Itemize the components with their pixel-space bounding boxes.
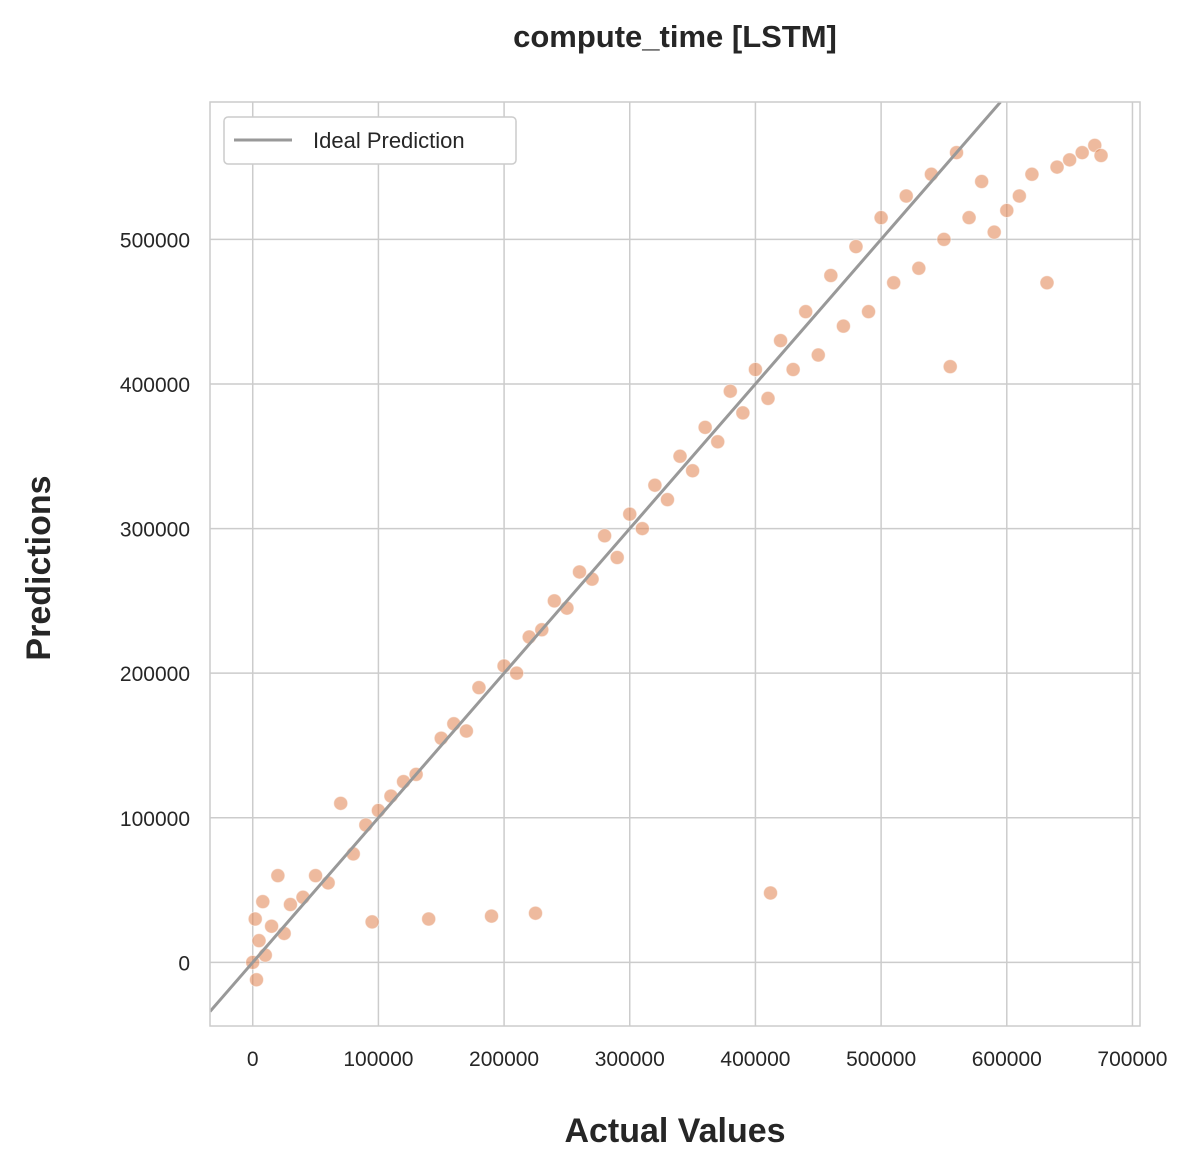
scatter-point — [861, 304, 877, 320]
scatter-point — [528, 905, 543, 921]
scatter-point — [659, 492, 675, 508]
scatter-point — [911, 260, 927, 276]
y-tick-label: 200000 — [120, 663, 190, 686]
scatter-point — [251, 933, 267, 949]
scatter-point — [798, 304, 814, 320]
scatter-point — [1024, 166, 1040, 182]
scatter-point — [609, 549, 625, 565]
scatter-point — [974, 174, 990, 190]
scatter-point — [1011, 188, 1027, 204]
scatter-point — [986, 224, 1002, 240]
scatter-point — [942, 359, 958, 375]
scatter-point — [1074, 145, 1090, 161]
scatter-point — [710, 434, 726, 450]
ideal-prediction-line — [210, 102, 1002, 1013]
scatter-point — [1049, 159, 1065, 175]
scatter-point — [634, 521, 650, 537]
scatter-point — [622, 506, 638, 522]
x-tick-label: 0 — [247, 1048, 259, 1071]
scatter-point — [810, 347, 826, 363]
scatter-point — [270, 868, 286, 884]
scatter-point — [685, 463, 701, 479]
scatter-point — [364, 914, 380, 930]
scatter-point — [672, 448, 688, 464]
scatter-point — [471, 680, 487, 696]
legend: Ideal Prediction — [223, 116, 517, 165]
scatter-point — [546, 593, 562, 609]
scatter-point — [823, 268, 839, 284]
scatter-point — [747, 362, 763, 378]
grid — [210, 102, 1140, 1026]
scatter-point — [647, 477, 663, 493]
scatter-point — [735, 405, 751, 421]
scatter-point — [760, 390, 776, 406]
scatter-point — [247, 911, 263, 927]
scatter-point — [255, 894, 271, 910]
scatter-point — [282, 897, 298, 913]
scatter-point — [873, 210, 889, 226]
scatter-point — [597, 528, 613, 544]
x-tick-label: 300000 — [595, 1048, 665, 1071]
scatter-point — [886, 275, 902, 291]
legend-label: Ideal Prediction — [313, 128, 465, 153]
scatter-point — [571, 564, 587, 580]
y-tick-labels: 0 100000 200000 300000 400000 500000 — [120, 229, 190, 975]
scatter-point — [697, 419, 713, 435]
chart-title: compute_time [LSTM] — [513, 19, 837, 54]
plot-frame — [209, 101, 1141, 1027]
scatter-point — [1062, 152, 1078, 168]
x-axis-label: Actual Values — [564, 1112, 785, 1150]
x-tick-labels: 0 100000 200000 300000 400000 500000 600000 700… — [247, 1048, 1168, 1071]
scatter-point — [961, 210, 977, 226]
scatter-point — [936, 231, 952, 247]
y-tick-label: 500000 — [120, 229, 190, 252]
scatter-points — [245, 137, 1109, 988]
ideal-line-group — [210, 102, 1002, 1013]
y-tick-label: 300000 — [120, 519, 190, 542]
x-tick-label: 500000 — [846, 1048, 916, 1071]
scatter-point — [421, 911, 437, 927]
scatter-point — [835, 318, 851, 334]
scatter-point — [848, 239, 864, 255]
scatter-point — [484, 908, 500, 924]
scatter-point — [898, 188, 914, 204]
y-tick-label: 0 — [178, 952, 190, 975]
y-axis-label: Predictions — [20, 475, 58, 660]
y-tick-label: 400000 — [120, 374, 190, 397]
scatter-point — [333, 795, 349, 811]
x-tick-label: 200000 — [469, 1048, 539, 1071]
x-tick-label: 700000 — [1097, 1048, 1167, 1071]
scatter-point — [773, 333, 789, 349]
scatter-point — [249, 972, 264, 988]
scatter-point — [763, 885, 779, 901]
scatter-point — [308, 868, 324, 884]
scatter-point — [458, 723, 474, 739]
legend-box — [223, 116, 517, 165]
scatter-point — [999, 202, 1015, 218]
scatter-point — [509, 665, 525, 681]
scatter-point — [264, 918, 280, 934]
x-tick-label: 100000 — [343, 1048, 413, 1071]
scatter-point — [1039, 275, 1055, 291]
scatter-point — [785, 362, 801, 378]
scatter-point — [722, 383, 738, 399]
y-tick-label: 100000 — [120, 808, 190, 831]
x-tick-label: 400000 — [720, 1048, 790, 1071]
scatter-point — [1093, 148, 1109, 164]
x-tick-label: 600000 — [972, 1048, 1042, 1071]
